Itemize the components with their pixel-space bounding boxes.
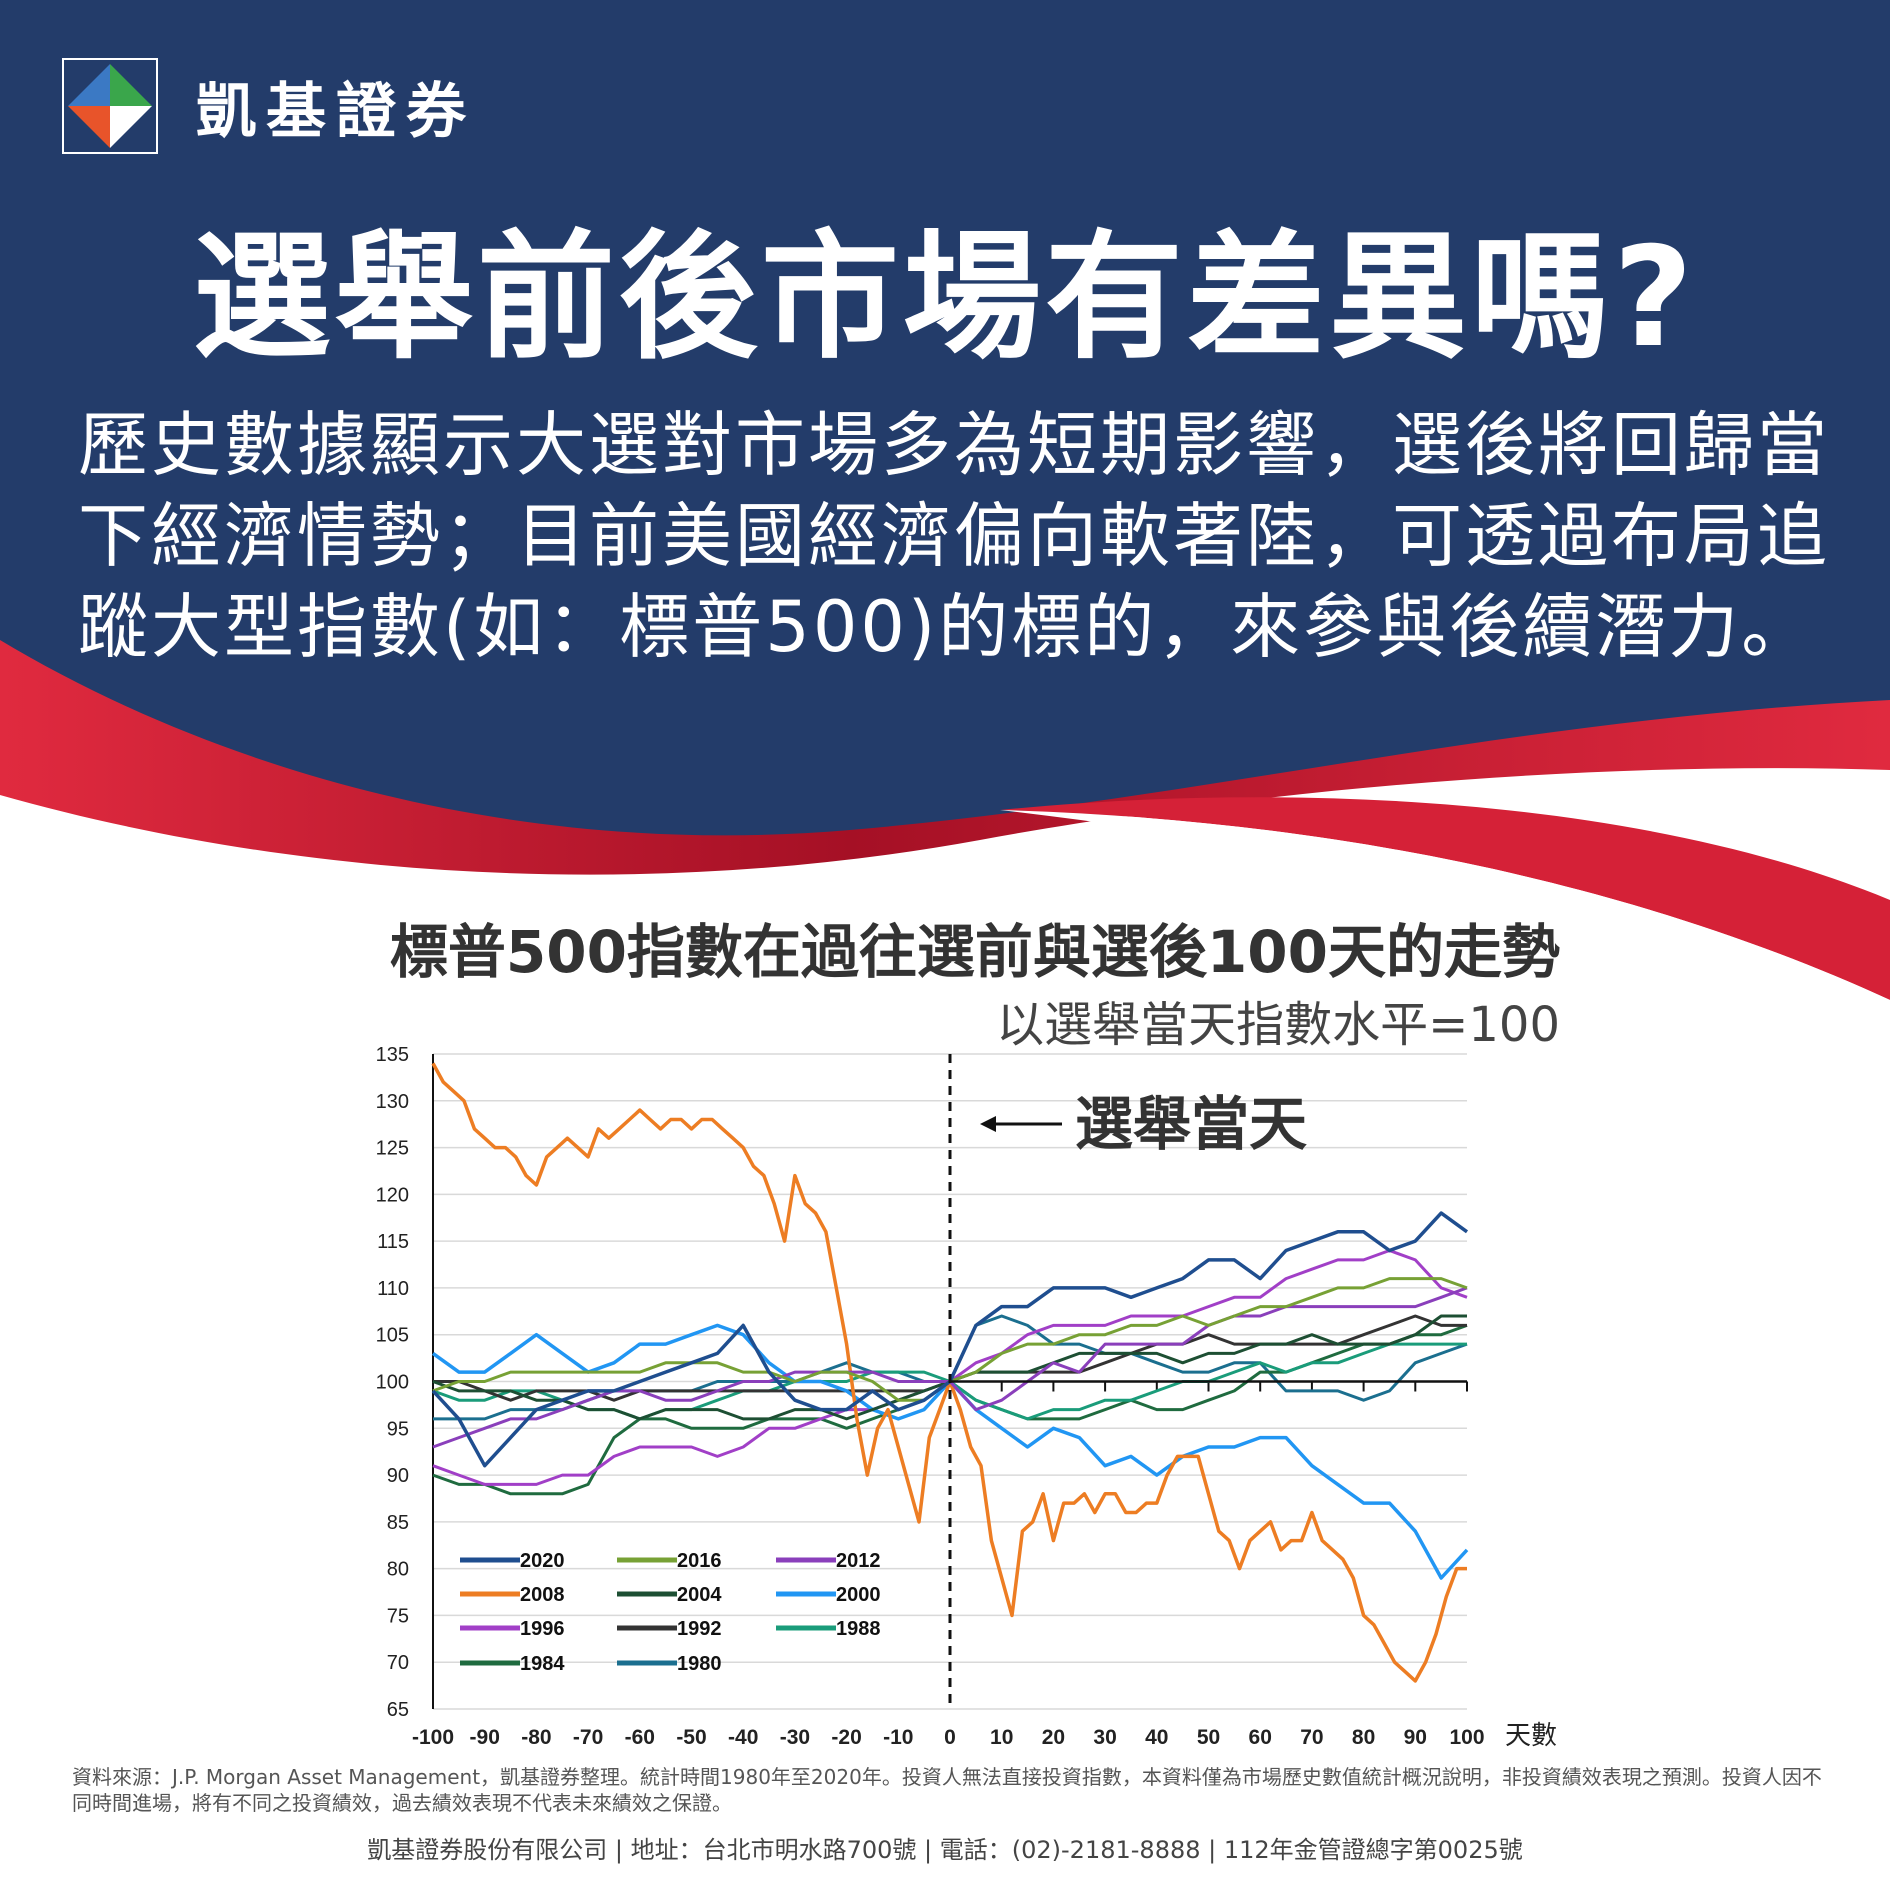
y-tick-label: 75 <box>387 1605 409 1627</box>
x-tick-label: -20 <box>831 1726 861 1749</box>
brand-name: 凱基證券 <box>196 76 476 147</box>
y-tick-label: 80 <box>387 1559 409 1581</box>
y-tick-label: 130 <box>376 1091 409 1113</box>
y-tick-label: 110 <box>377 1278 409 1300</box>
y-tick-label: 70 <box>387 1652 409 1674</box>
x-tick-label: -90 <box>470 1726 500 1749</box>
x-tick-label: -70 <box>573 1726 603 1749</box>
legend-label-2012: 2012 <box>836 1550 881 1572</box>
legend-label-2004: 2004 <box>677 1584 722 1606</box>
x-tick-label: -50 <box>676 1726 706 1749</box>
y-tick-label: 100 <box>376 1372 409 1394</box>
brand: 凱基證券 <box>62 58 476 154</box>
y-tick-label: 115 <box>377 1231 409 1253</box>
legend-label-2020: 2020 <box>520 1550 565 1572</box>
x-tick-label: -80 <box>521 1726 551 1749</box>
y-tick-label: 120 <box>376 1184 409 1206</box>
legend-label-2016: 2016 <box>677 1550 722 1572</box>
kgi-logo-icon <box>62 58 158 154</box>
x-tick-label: 80 <box>1352 1726 1375 1749</box>
legend-label-1980: 1980 <box>677 1653 722 1675</box>
x-tick-label: -10 <box>883 1726 913 1749</box>
annotation-election-day: 選舉當天 <box>1075 1090 1307 1158</box>
chart-subtitle: 以選舉當天指數水平=100 <box>996 997 1560 1053</box>
source-footnote: 資料來源：J.P. Morgan Asset Management，凱基證券整理… <box>72 1765 1822 1815</box>
x-tick-label: -60 <box>625 1726 655 1749</box>
x-tick-label: 40 <box>1145 1726 1168 1749</box>
x-tick-label: 0 <box>944 1726 956 1749</box>
x-tick-label: 90 <box>1404 1726 1427 1749</box>
legend-label-2008: 2008 <box>520 1584 565 1606</box>
y-tick-label: 85 <box>387 1512 409 1534</box>
company-footer: 凱基證券股份有限公司 | 地址：台北市明水路700號 | 電話：(02)-218… <box>367 1836 1523 1864</box>
y-tick-label: 95 <box>387 1418 409 1440</box>
x-axis-label: 天數 <box>1505 1721 1557 1751</box>
x-tick-label: 100 <box>1449 1726 1484 1749</box>
legend-label-2000: 2000 <box>836 1584 881 1606</box>
y-tick-label: 90 <box>387 1465 409 1487</box>
x-tick-label: 60 <box>1249 1726 1272 1749</box>
y-tick-label: 125 <box>376 1138 409 1160</box>
chart-title: 標普500指數在過往選前與選後100天的走勢 <box>389 918 1560 986</box>
x-tick-label: 70 <box>1300 1726 1323 1749</box>
intro-text: 歷史數據顯示大選對市場多為短期影響，選後將回歸當下經濟情勢；目前美國經濟偏向軟著… <box>78 404 1830 668</box>
x-tick-label: -30 <box>780 1726 810 1749</box>
x-tick-label: 50 <box>1197 1726 1220 1749</box>
y-tick-label: 135 <box>376 1044 409 1066</box>
x-tick-label: 10 <box>990 1726 1013 1749</box>
headline: 選舉前後市場有差異嗎? <box>192 217 1698 378</box>
x-tick-label: 30 <box>1093 1726 1116 1749</box>
x-tick-label: -100 <box>412 1726 454 1749</box>
y-tick-label: 65 <box>387 1699 409 1721</box>
legend-label-1996: 1996 <box>520 1618 565 1640</box>
x-tick-label: 20 <box>1042 1726 1065 1749</box>
legend-label-1988: 1988 <box>836 1618 881 1640</box>
annotation-arrow-head <box>980 1116 996 1132</box>
y-tick-label: 105 <box>376 1325 409 1347</box>
x-tick-label: -40 <box>728 1726 758 1749</box>
legend-label-1992: 1992 <box>677 1618 722 1640</box>
legend-label-1984: 1984 <box>520 1653 565 1675</box>
